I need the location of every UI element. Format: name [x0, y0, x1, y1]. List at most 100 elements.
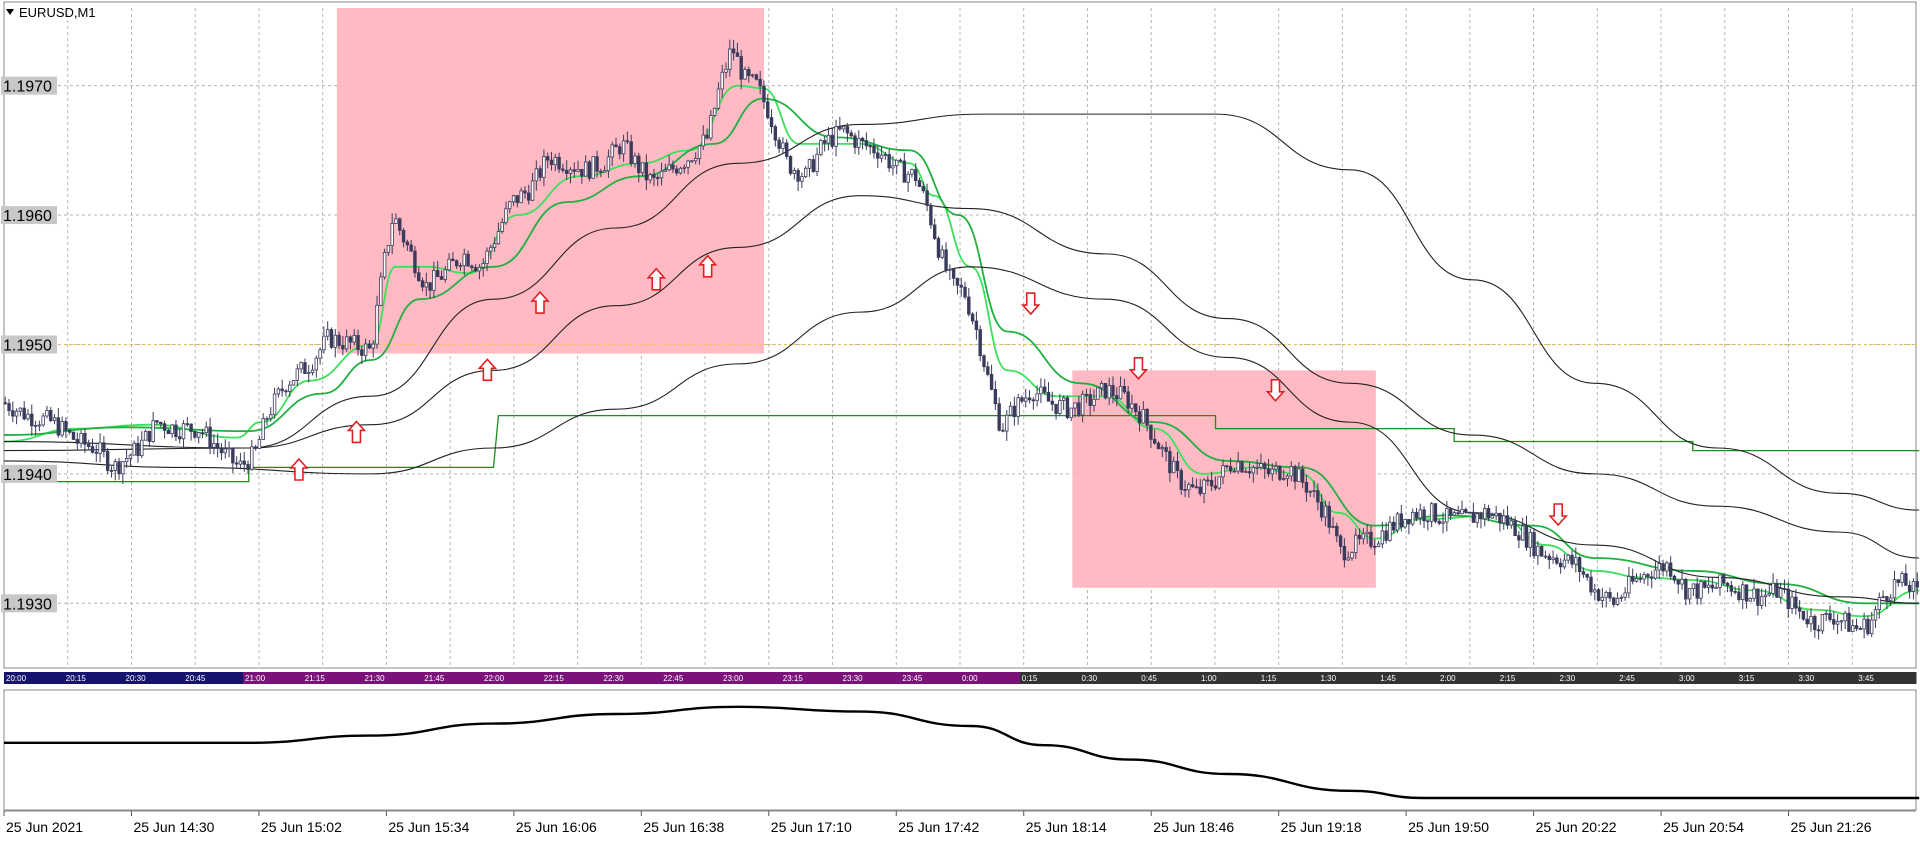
session-time-label: 22:45: [663, 674, 684, 683]
candle-body: [413, 250, 417, 274]
candle-body: [1687, 588, 1692, 600]
sub-window-frame[interactable]: [3, 689, 1917, 811]
candle-body: [792, 170, 797, 174]
candle-body: [1300, 468, 1305, 483]
session-band: [960, 672, 1021, 684]
candle-body: [1031, 399, 1036, 402]
candle-body: [238, 460, 243, 465]
candle-body: [1797, 607, 1802, 612]
time-tick-label: 25 Jun 16:38: [643, 819, 724, 835]
candle-body: [492, 243, 497, 248]
candle-body: [724, 68, 728, 73]
candle-body: [948, 268, 952, 271]
candle-body: [1809, 615, 1813, 625]
candle-body: [1851, 625, 1855, 632]
candle-body: [56, 417, 61, 436]
candle-body: [720, 71, 724, 90]
candle-body: [1107, 385, 1111, 399]
candle-body: [914, 169, 918, 181]
candle-body: [341, 345, 345, 350]
candle-body: [52, 417, 57, 421]
candle-body: [375, 304, 379, 345]
candle-body: [561, 168, 565, 171]
session-time-label: 22:15: [544, 674, 565, 683]
candle-body: [735, 52, 740, 57]
candle-body: [1820, 614, 1825, 632]
candle-body: [1217, 476, 1221, 489]
candle-body: [174, 424, 178, 438]
candle-body: [1088, 394, 1092, 406]
candle-body: [1877, 597, 1882, 611]
candle-body: [898, 159, 903, 162]
candle-body: [30, 413, 34, 427]
candle-body: [405, 241, 410, 246]
candle-body: [1118, 386, 1123, 400]
candle-body: [1115, 395, 1119, 400]
price-tick-label: 1.1950: [3, 337, 52, 354]
candle-body: [1498, 512, 1502, 524]
session-time-label: 1:00: [1201, 674, 1217, 683]
candle-body: [777, 139, 781, 149]
candle-body: [432, 270, 436, 291]
candle-body: [454, 260, 459, 267]
candle-body: [1206, 479, 1210, 482]
candle-body: [1342, 545, 1347, 561]
session-time-label: 3:15: [1739, 674, 1755, 683]
candle-body: [185, 423, 190, 426]
candle-body: [1380, 530, 1385, 545]
candle-body: [417, 272, 421, 282]
candle-body: [443, 269, 447, 280]
candle-body: [1209, 479, 1214, 487]
candle-body: [1365, 531, 1369, 535]
candle-body: [1221, 465, 1225, 478]
candle-body: [189, 423, 193, 432]
candle-body: [1615, 597, 1620, 605]
candle-body: [1668, 562, 1673, 577]
candle-body: [424, 282, 429, 288]
plot-frame: [3, 1, 1917, 669]
candle-body: [925, 190, 929, 206]
candle-body: [693, 158, 698, 162]
symbol-title-text: EURUSD,M1: [19, 5, 96, 20]
session-bar: 20:00 20:15 20:30 20:45 21:00 21:15 21:30 21:45…: [4, 672, 1917, 684]
sub-window[interactable]: [3, 689, 1920, 811]
candle-body: [659, 170, 664, 179]
candle-body: [363, 343, 368, 356]
candle-body: [420, 280, 425, 288]
triangle-down-icon[interactable]: [6, 9, 14, 15]
candle-body: [508, 201, 512, 210]
candle-body: [876, 152, 880, 159]
candle-body: [428, 282, 432, 291]
candle-body: [785, 142, 789, 157]
candle-body: [1289, 466, 1293, 477]
candle-body: [989, 373, 994, 390]
candle-body: [1676, 579, 1680, 585]
candle-body: [1346, 557, 1350, 561]
candle-body: [587, 161, 592, 179]
candle-body: [595, 156, 599, 172]
candle-body: [1832, 619, 1836, 625]
session-time-label: 1:45: [1380, 674, 1396, 683]
candle-body: [610, 144, 614, 158]
candle-body: [527, 192, 531, 201]
session-band: [1796, 672, 1857, 684]
candle-body: [193, 431, 197, 438]
price-label-box: [1, 335, 57, 354]
candle-body: [1035, 393, 1039, 402]
candle-body: [1828, 613, 1832, 620]
candle-body: [1835, 621, 1840, 625]
candle-body: [333, 334, 337, 348]
symbol-title[interactable]: EURUSD,M1: [6, 5, 96, 20]
candle-body: [215, 443, 220, 449]
candle-body: [132, 442, 136, 456]
candle-body: [1543, 555, 1548, 558]
candle-body: [1581, 571, 1586, 575]
candle-body: [1160, 447, 1164, 450]
candle-body: [803, 167, 808, 178]
candle-body: [857, 137, 861, 148]
candle-body: [1069, 407, 1073, 419]
candle-body: [800, 176, 804, 182]
candle-body: [1816, 629, 1821, 632]
